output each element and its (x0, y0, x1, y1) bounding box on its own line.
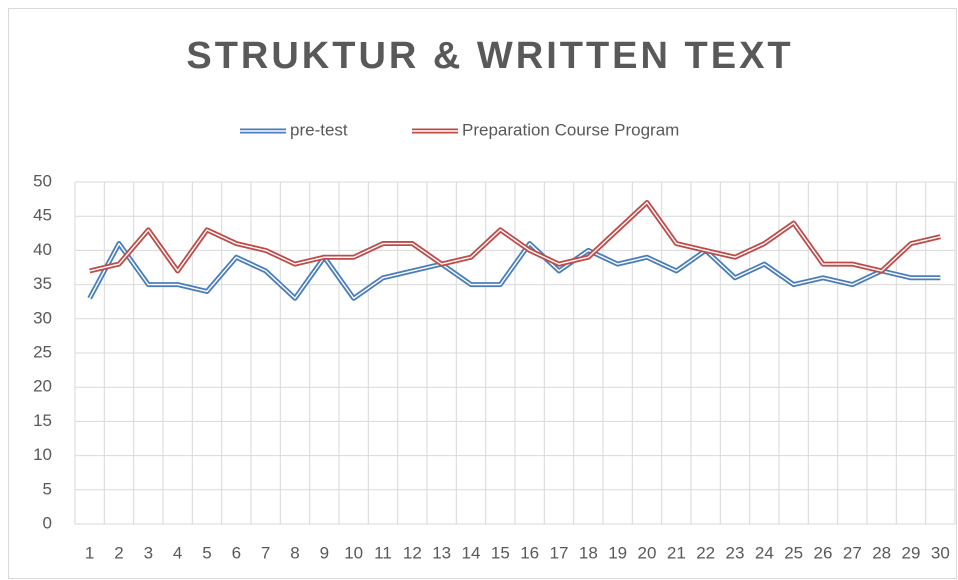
x-tick-label: 7 (261, 543, 270, 562)
y-tick-label: 15 (33, 411, 52, 430)
x-tick-label: 16 (520, 543, 539, 562)
x-tick-label: 3 (144, 543, 153, 562)
x-tick-label: 17 (550, 543, 569, 562)
x-tick-label: 29 (902, 543, 921, 562)
x-tick-label: 23 (726, 543, 745, 562)
x-tick-label: 20 (638, 543, 657, 562)
x-tick-label: 14 (462, 543, 481, 562)
y-tick-label: 50 (33, 171, 52, 190)
chart-title: STRUKTUR & WRITTEN TEXT (186, 35, 793, 77)
x-tick-label: 27 (843, 543, 862, 562)
x-tick-label: 24 (755, 543, 774, 562)
x-tick-label: 26 (814, 543, 833, 562)
x-tick-label: 19 (608, 543, 627, 562)
x-tick-label: 18 (579, 543, 598, 562)
y-tick-label: 0 (43, 513, 52, 532)
x-tick-label: 30 (931, 543, 950, 562)
y-tick-label: 20 (33, 377, 52, 396)
x-tick-label: 9 (320, 543, 329, 562)
legend-label: Preparation Course Program (462, 120, 679, 139)
y-tick-label: 25 (33, 342, 52, 361)
x-tick-label: 4 (173, 543, 182, 562)
y-tick-label: 45 (33, 206, 52, 225)
x-tick-label: 22 (696, 543, 715, 562)
x-tick-label: 15 (491, 543, 510, 562)
y-tick-label: 40 (33, 240, 52, 259)
x-tick-label: 2 (114, 543, 123, 562)
x-tick-label: 21 (667, 543, 686, 562)
y-tick-label: 35 (33, 274, 52, 293)
x-tick-label: 13 (432, 543, 451, 562)
x-tick-label: 12 (403, 543, 422, 562)
y-tick-label: 5 (43, 479, 52, 498)
x-tick-label: 10 (344, 543, 363, 562)
series-line-inner (89, 201, 941, 272)
series-line-inner (89, 242, 941, 299)
x-tick-label: 8 (290, 543, 299, 562)
x-tick-label: 28 (872, 543, 891, 562)
y-tick-label: 30 (33, 308, 52, 327)
x-tick-label: 1 (85, 543, 94, 562)
x-tick-label: 25 (784, 543, 803, 562)
x-tick-label: 11 (374, 543, 392, 562)
y-tick-label: 10 (33, 445, 52, 464)
x-tick-label: 5 (202, 543, 211, 562)
legend-label: pre-test (290, 120, 348, 139)
chart-frame (8, 8, 957, 579)
x-tick-label: 6 (232, 543, 241, 562)
